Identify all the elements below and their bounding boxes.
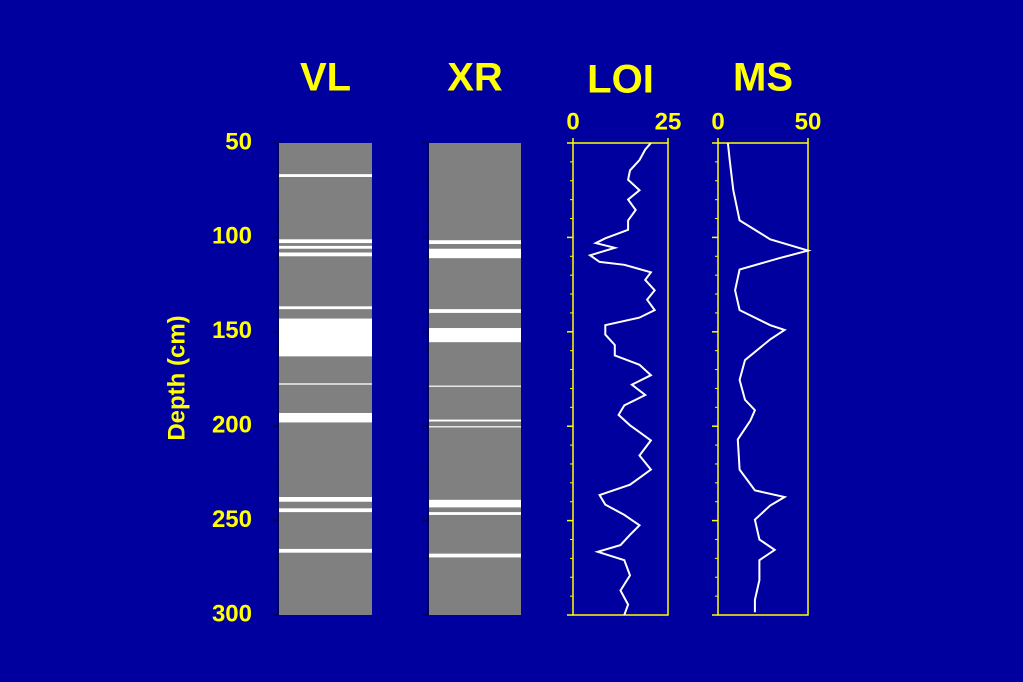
layer-band xyxy=(279,252,372,257)
panel-frame xyxy=(717,142,809,616)
core-column xyxy=(429,143,521,615)
panel-title: MS xyxy=(733,56,793,100)
y-tick-label: 300 xyxy=(212,600,252,627)
layer-band xyxy=(279,245,372,249)
layer-band xyxy=(279,548,372,553)
layer-band xyxy=(279,318,372,357)
layer-band xyxy=(279,174,372,177)
y-tick-label: 250 xyxy=(212,506,252,533)
y-tick-label: 100 xyxy=(212,223,252,250)
layer-band xyxy=(279,412,372,423)
core-column xyxy=(279,143,372,615)
layer-band xyxy=(279,383,372,385)
panel-title: VL xyxy=(300,56,351,100)
y-tick-label: 200 xyxy=(212,412,252,439)
panel-frame xyxy=(572,142,669,616)
x-tick-label: 50 xyxy=(795,108,822,135)
y-tick-label: 50 xyxy=(225,128,252,155)
layer-band xyxy=(279,239,372,244)
layer-band xyxy=(429,385,521,387)
layer-band xyxy=(279,306,372,310)
layer-band xyxy=(429,499,521,508)
x-tick-label: 0 xyxy=(566,108,579,135)
layer-band xyxy=(429,419,521,422)
profile-line xyxy=(726,142,812,613)
layer-band xyxy=(279,497,372,502)
layer-band xyxy=(429,248,521,259)
layer-band xyxy=(429,240,521,245)
panel-title: LOI xyxy=(587,58,654,102)
panel-title: XR xyxy=(447,56,503,100)
layer-band xyxy=(429,309,521,313)
layer-band xyxy=(429,328,521,343)
y-tick-label: 150 xyxy=(212,317,252,344)
y-axis-label: Depth (cm) xyxy=(163,315,190,440)
x-tick-label: 0 xyxy=(711,108,724,135)
layer-band xyxy=(429,426,521,428)
layer-band xyxy=(429,553,521,558)
x-tick-label: 25 xyxy=(655,108,682,135)
layer-band xyxy=(429,512,521,515)
profile-line xyxy=(587,142,657,616)
layer-band xyxy=(279,508,372,513)
